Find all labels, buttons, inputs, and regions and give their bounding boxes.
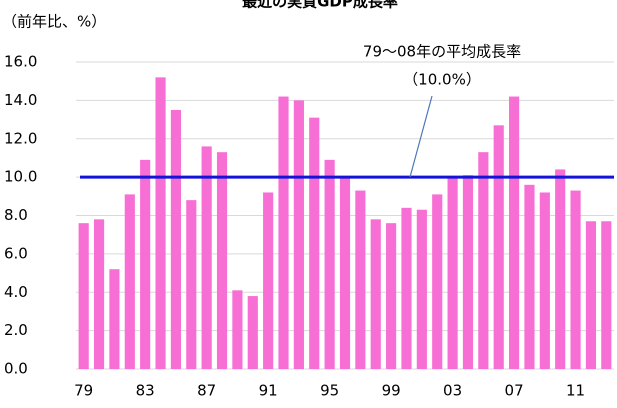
bar bbox=[232, 290, 243, 369]
bar bbox=[78, 223, 89, 369]
y-tick-label: 8.0 bbox=[4, 206, 28, 224]
bar bbox=[155, 77, 166, 369]
bar bbox=[386, 223, 397, 369]
annotation: 79～08年の平均成長率 bbox=[363, 43, 521, 61]
x-tick-label: 95 bbox=[320, 382, 339, 400]
x-tick-label: 79 bbox=[74, 382, 93, 400]
bar bbox=[462, 175, 474, 369]
x-tick-label: 83 bbox=[136, 382, 155, 400]
bar bbox=[585, 221, 597, 369]
bar bbox=[355, 190, 366, 369]
y-tick-label: 16.0 bbox=[4, 53, 37, 71]
x-tick-label: 03 bbox=[443, 382, 462, 400]
bar bbox=[170, 109, 181, 369]
bar bbox=[401, 207, 412, 369]
bar bbox=[278, 96, 289, 369]
bar bbox=[140, 159, 151, 369]
bar bbox=[555, 169, 566, 369]
x-tick-label: 11 bbox=[566, 382, 585, 400]
bar bbox=[416, 209, 427, 369]
bar bbox=[432, 194, 443, 369]
bar bbox=[339, 177, 351, 369]
bar bbox=[324, 159, 335, 369]
y-unit: （前年比、%） bbox=[2, 13, 106, 31]
y-tick-label: 0.0 bbox=[4, 360, 28, 378]
y-tick-label: 14.0 bbox=[4, 91, 37, 109]
bar bbox=[293, 100, 304, 369]
bar bbox=[216, 152, 228, 369]
y-tick-label: 6.0 bbox=[4, 244, 28, 262]
bar bbox=[186, 200, 197, 369]
bar bbox=[570, 190, 581, 369]
bar bbox=[370, 219, 381, 369]
bar bbox=[309, 117, 320, 369]
y-tick-label: 12.0 bbox=[4, 129, 37, 147]
annotation-leader bbox=[409, 95, 433, 178]
y-tick-label: 4.0 bbox=[4, 283, 28, 301]
bar bbox=[539, 192, 550, 369]
bar bbox=[247, 296, 258, 369]
bar bbox=[201, 146, 212, 369]
x-tick-label: 99 bbox=[382, 382, 401, 400]
bar bbox=[263, 192, 274, 369]
y-tick-label: 10.0 bbox=[4, 168, 37, 186]
x-tick-label: 07 bbox=[505, 382, 524, 400]
chart-title: 最近の実質GDP成長率 bbox=[242, 0, 398, 11]
bar bbox=[124, 194, 135, 369]
x-tick-label: 91 bbox=[259, 382, 278, 400]
bar bbox=[109, 269, 120, 369]
y-tick-label: 2.0 bbox=[4, 321, 28, 339]
x-tick-label: 87 bbox=[197, 382, 216, 400]
bar bbox=[493, 125, 504, 369]
bar bbox=[447, 177, 458, 369]
bar bbox=[509, 96, 520, 369]
bar bbox=[601, 221, 612, 369]
bar bbox=[478, 152, 489, 369]
annotation-value: （10.0%） bbox=[403, 71, 481, 89]
bar bbox=[93, 219, 105, 369]
bar bbox=[524, 184, 535, 369]
